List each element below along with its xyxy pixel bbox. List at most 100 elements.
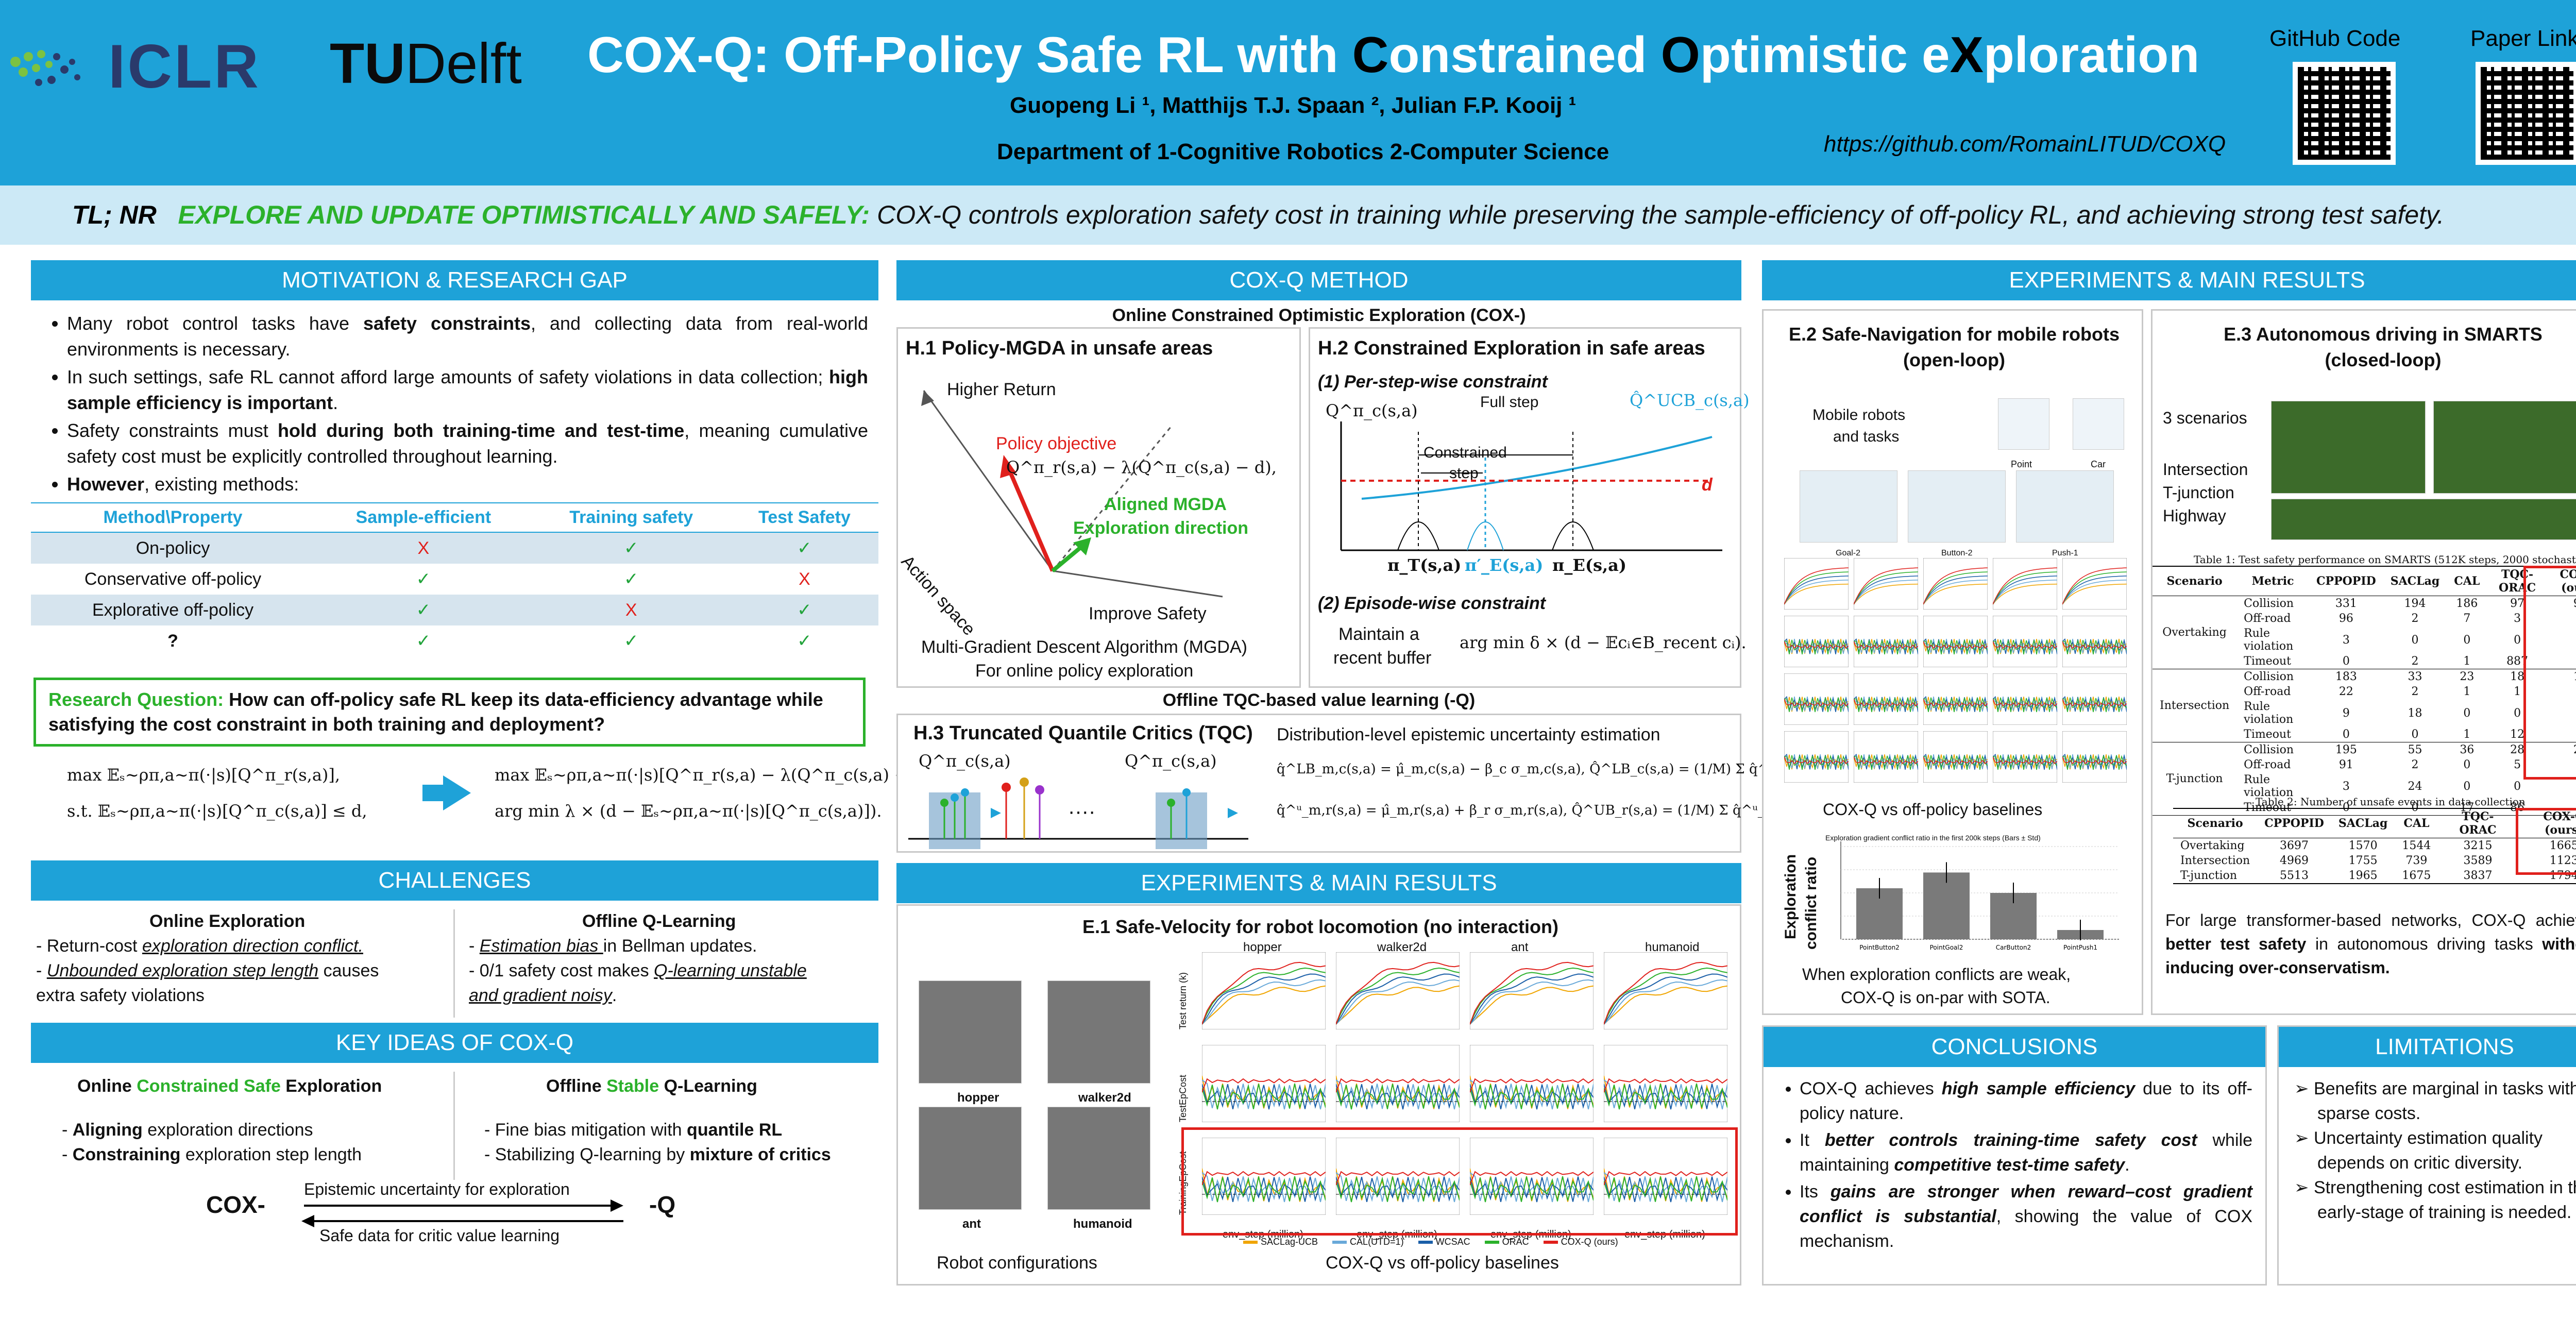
table-row: Off-road912050 bbox=[2244, 758, 2521, 771]
e1-subplot bbox=[1470, 952, 1594, 1029]
table-row: T-junctionCollision19555362821 bbox=[2153, 742, 2576, 816]
training-cost-highlight bbox=[1181, 1127, 1738, 1236]
intersection-image bbox=[2271, 401, 2426, 494]
e2-subplot bbox=[1923, 731, 1988, 783]
table-row: ? ✓ ✓ ✓ bbox=[167, 631, 812, 651]
e1-subplot bbox=[1604, 952, 1727, 1029]
e1-col-title: walker2d bbox=[1377, 940, 1427, 954]
e1-plot-grid: hopper env_step (million) walker2d env_step… bbox=[1171, 940, 1738, 1251]
legend-item: COX-Q (ours) bbox=[1543, 1237, 1618, 1247]
car-robot-image bbox=[2073, 398, 2124, 450]
left-column: MOTIVATION & RESEARCH GAP Many robot con… bbox=[31, 260, 942, 1283]
middle-column: COX-Q METHOD Online Constrained Optimist… bbox=[896, 260, 1853, 1286]
bullet-4: However, existing methods: bbox=[67, 471, 868, 497]
motivation-bullets: Many robot control tasks have safety con… bbox=[31, 311, 868, 497]
table-row: Rule violation324000 bbox=[2244, 773, 2521, 799]
e1-panel: E.1 Safe-Velocity for robot locomotion (… bbox=[896, 904, 1741, 1286]
table-row: IntersectionCollision18333231812 bbox=[2153, 669, 2576, 742]
h2-panel: H.2 Constrained Exploration in safe area… bbox=[1309, 327, 1750, 688]
exp-right-title: EXPERIMENTS & MAIN RESULTS bbox=[1762, 260, 2576, 300]
task-goal-image bbox=[1800, 470, 1897, 543]
header-banner: ICLR TUDelft COX-Q: Off-Policy Safe RL w… bbox=[0, 0, 2576, 185]
e2-subplot bbox=[1784, 616, 1849, 667]
e2-subplot bbox=[2062, 673, 2127, 725]
eq-lagrangian: max 𝔼ₛ∼ρπ,a∼π(·|s)[Q^π_r(s,a) − λ(Q^π_c(… bbox=[495, 765, 942, 785]
method-title: COX-Q METHOD bbox=[896, 260, 1741, 300]
e3-panel: E.3 Autonomous driving in SMARTS (closed… bbox=[2151, 309, 2576, 1015]
e1-col-title: humanoid bbox=[1645, 940, 1700, 954]
table-row: Timeout0218870 bbox=[2153, 654, 2576, 669]
highway-image bbox=[2271, 499, 2576, 540]
e2-subplot bbox=[1854, 673, 1918, 725]
t1-header: SACLag bbox=[2383, 566, 2447, 596]
table-row: On-policy X ✓ ✓ bbox=[31, 532, 878, 564]
paper-qr-code[interactable] bbox=[2476, 62, 2576, 165]
svg-text:····: ···· bbox=[1068, 800, 1095, 823]
eq-constrained: max 𝔼ₛ∼ρπ,a∼π(·|s)[Q^π_r(s,a)], bbox=[67, 765, 341, 785]
bullet-3: Safety constraints must hold during both… bbox=[67, 418, 868, 469]
limitations-title: LIMITATIONS bbox=[2279, 1027, 2576, 1067]
exp-mid-title: EXPERIMENTS & MAIN RESULTS bbox=[896, 863, 1741, 903]
e1-subplot bbox=[1202, 1045, 1326, 1122]
conflict-bar bbox=[1923, 872, 1970, 939]
table-row: T-junction 5513 1965 1675 3837 1794 bbox=[2173, 868, 2576, 884]
t1-header: COX-Q (ours) bbox=[2547, 566, 2576, 596]
e2-subplot bbox=[1993, 731, 2057, 783]
github-label: GitHub Code bbox=[2269, 26, 2401, 51]
e2-subplot bbox=[1923, 558, 1988, 610]
task-button-image bbox=[1908, 470, 2006, 543]
table-row: Timeout001120 bbox=[2153, 727, 2576, 742]
bullet-2: In such settings, safe RL cannot afford … bbox=[67, 364, 868, 416]
e2-panel: E.2 Safe-Navigation for mobile robots (o… bbox=[1762, 309, 2143, 1015]
t1-header: Scenario bbox=[2153, 566, 2237, 596]
table-row: Off-road222112 bbox=[2244, 685, 2521, 698]
e1-subplot bbox=[1470, 1138, 1594, 1215]
tldr-banner: TL; NR EXPLORE AND UPDATE OPTIMISTICALLY… bbox=[0, 185, 2576, 245]
offline-qlearning-title: Offline Q-Learning bbox=[582, 911, 736, 931]
legend-item: CAL(UTD=1) bbox=[1332, 1237, 1404, 1247]
table-row: Rule violation30000 bbox=[2244, 627, 2521, 653]
tudelft-logo: TUDelft bbox=[330, 32, 522, 95]
legend-item: ORAC bbox=[1484, 1237, 1529, 1247]
github-qr-code[interactable] bbox=[2293, 62, 2396, 165]
challenges-title: CHALLENGES bbox=[31, 860, 878, 901]
e1-col-title: hopper bbox=[1243, 940, 1282, 954]
keyideas-title: KEY IDEAS OF COX-Q bbox=[31, 1023, 878, 1063]
e2-subplot bbox=[1993, 673, 2057, 725]
e2-subplot bbox=[1784, 673, 1849, 725]
ours-t2-highlight bbox=[2516, 808, 2576, 875]
legend-item: WCSAC bbox=[1418, 1237, 1470, 1247]
t1-header: CPPOPID bbox=[2309, 566, 2383, 596]
e2-subplot bbox=[2062, 616, 2127, 667]
github-url[interactable]: https://github.com/RomainLITUD/COXQ bbox=[1824, 131, 2226, 157]
authors: Guopeng Li ¹, Matthijs T.J. Spaan ², Jul… bbox=[1010, 93, 1577, 118]
iclr-dots-logo bbox=[0, 31, 103, 108]
department: Department of 1-Cognitive Robotics 2-Com… bbox=[997, 139, 1609, 164]
conclusions-panel: CONCLUSIONS COX-Q achieves high sample e… bbox=[1762, 1025, 2267, 1286]
table-row: Overtaking 3697 1570 1544 3215 1665 bbox=[2180, 839, 2576, 852]
method-property-table: Method\Property Sample-efficient Training … bbox=[31, 502, 878, 656]
task-push-image bbox=[2016, 470, 2114, 543]
smarts-test-table: Scenario Metric CPPOPID SACLag CAL TQC-ORAC CO… bbox=[2153, 566, 2576, 816]
limitations-panel: LIMITATIONS ➢ Benefits are marginal in t… bbox=[2277, 1025, 2576, 1286]
e2-subplot bbox=[1784, 731, 1849, 783]
eq-lambda: arg min λ × (d − 𝔼ₛ∼ρπ,a∼π(·|s)[Q^π_c(s,… bbox=[495, 801, 882, 821]
e1-subplot bbox=[1336, 1045, 1460, 1122]
table-row: Rule violation918000 bbox=[2244, 700, 2521, 726]
table-row: OvertakingCollision3311941869799 bbox=[2153, 596, 2576, 669]
e1-subplot bbox=[1604, 1045, 1727, 1122]
e1-subplot bbox=[1470, 1045, 1594, 1122]
conflict-bar-label: CarButton2 bbox=[1996, 944, 2031, 951]
conclusions-title: CONCLUSIONS bbox=[1764, 1027, 2265, 1067]
e2-subplot bbox=[1923, 673, 1988, 725]
robot-walker2d-image bbox=[1047, 980, 1150, 1084]
poster-title: COX-Q: Off-Policy Safe RL with Constrain… bbox=[587, 26, 2200, 83]
ours-column-highlight bbox=[2523, 566, 2576, 780]
e1-ylabel: Test return (k) bbox=[1178, 972, 1188, 1029]
e2-subplot bbox=[2062, 558, 2127, 610]
e2-subplot bbox=[1993, 616, 2057, 667]
bullet-1: Many robot control tasks have safety con… bbox=[67, 311, 868, 362]
h1-panel: H.1 Policy-MGDA in unsafe areas Higher R… bbox=[896, 327, 1301, 688]
online-exploration-title: Online Exploration bbox=[149, 911, 306, 931]
